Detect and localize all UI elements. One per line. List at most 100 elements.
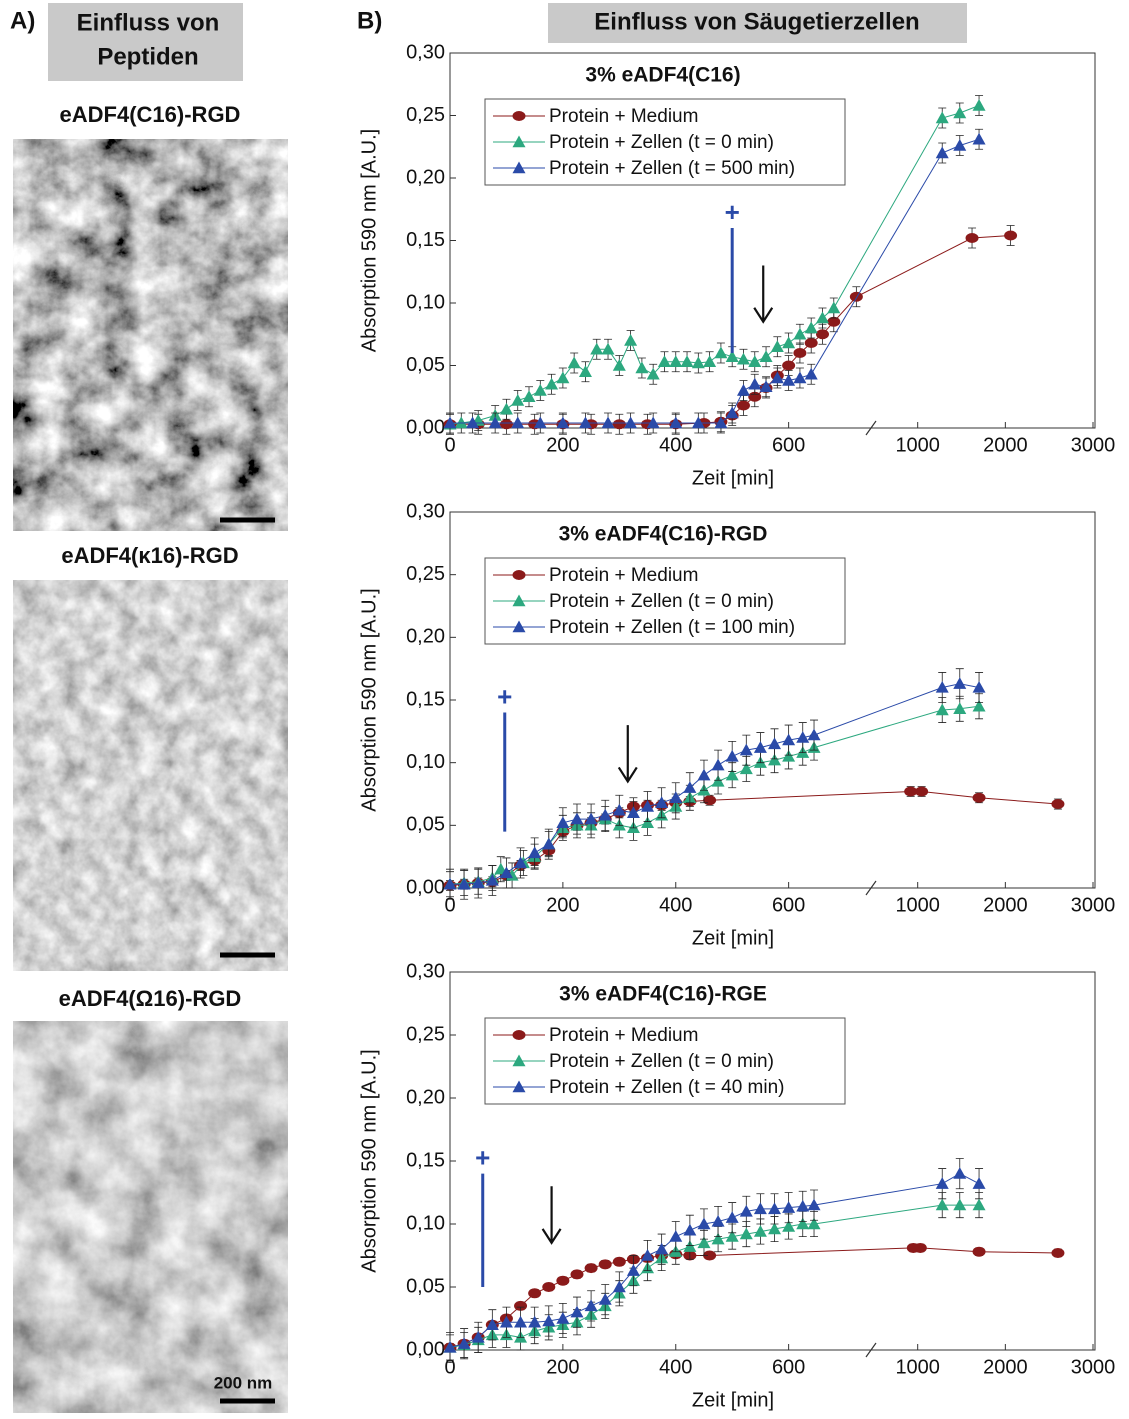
data-point bbox=[613, 359, 626, 371]
data-point bbox=[683, 781, 696, 793]
x-tick-label: 200 bbox=[546, 1356, 579, 1378]
x-tick-label: 2000 bbox=[983, 1356, 1028, 1378]
cell-addition-label: + bbox=[497, 681, 512, 711]
data-point bbox=[953, 1167, 966, 1179]
data-point bbox=[782, 337, 795, 349]
tem-image bbox=[13, 580, 288, 971]
data-point bbox=[808, 729, 821, 741]
data-point bbox=[624, 334, 637, 346]
legend-label: Protein + Zellen (t = 0 min) bbox=[549, 132, 774, 153]
data-point bbox=[599, 809, 612, 821]
x-tick-label: 600 bbox=[772, 894, 805, 916]
data-point bbox=[523, 390, 536, 402]
panel-label: A) bbox=[10, 7, 35, 34]
data-point bbox=[1051, 1248, 1064, 1258]
x-tick-label: 400 bbox=[659, 434, 692, 456]
y-tick-label: 0,15 bbox=[406, 229, 445, 251]
data-point bbox=[585, 1299, 598, 1311]
x-tick-label: 200 bbox=[546, 434, 579, 456]
y-tick-label: 0,05 bbox=[406, 354, 445, 376]
data-point bbox=[973, 1247, 986, 1257]
data-point bbox=[602, 417, 615, 429]
legend-label: Protein + Zellen (t = 0 min) bbox=[549, 1051, 774, 1072]
data-point bbox=[793, 328, 806, 340]
cell-addition-label: + bbox=[725, 197, 740, 227]
legend-label: Protein + Zellen (t = 100 min) bbox=[549, 617, 795, 638]
x-tick-label: 600 bbox=[772, 1356, 805, 1378]
y-axis-label: Absorption 590 nm [A.U.] bbox=[358, 588, 380, 811]
data-point bbox=[556, 372, 569, 384]
data-point bbox=[754, 1202, 767, 1214]
data-point bbox=[683, 1224, 696, 1236]
data-point bbox=[760, 350, 773, 362]
series-line bbox=[450, 1174, 979, 1348]
data-point bbox=[669, 1230, 682, 1242]
data-point bbox=[768, 737, 781, 749]
data-point bbox=[953, 1199, 966, 1211]
data-point bbox=[556, 1276, 569, 1286]
data-point bbox=[590, 343, 603, 355]
data-point bbox=[681, 355, 694, 367]
data-point bbox=[570, 813, 583, 825]
y-tick-label: 0,10 bbox=[406, 291, 445, 313]
legend-label: Protein + Medium bbox=[549, 106, 698, 127]
x-tick-label: 1000 bbox=[895, 434, 940, 456]
data-point bbox=[613, 1257, 626, 1267]
y-tick-label: 0,00 bbox=[406, 416, 445, 438]
data-point bbox=[782, 361, 795, 371]
data-point bbox=[754, 741, 767, 753]
heading: Einfluss von bbox=[77, 9, 220, 36]
data-point bbox=[726, 1211, 739, 1223]
data-point bbox=[805, 322, 818, 334]
data-point bbox=[556, 816, 569, 828]
data-point bbox=[514, 1316, 527, 1328]
data-point bbox=[1004, 231, 1017, 241]
image-title: eADF4(Ω16)-RGD bbox=[59, 986, 242, 1011]
data-point bbox=[703, 355, 716, 367]
y-tick-label: 0,30 bbox=[406, 960, 445, 982]
x-tick-label: 0 bbox=[444, 434, 455, 456]
data-point bbox=[669, 355, 682, 367]
y-tick-label: 0,15 bbox=[406, 1149, 445, 1171]
y-axis-label: Absorption 590 nm [A.U.] bbox=[358, 129, 380, 352]
data-point bbox=[570, 1306, 583, 1318]
data-point bbox=[500, 419, 513, 429]
x-tick-label: 400 bbox=[659, 894, 692, 916]
y-tick-label: 0,30 bbox=[406, 500, 445, 522]
data-point bbox=[542, 1282, 555, 1292]
legend-marker bbox=[513, 111, 526, 121]
y-tick-label: 0,20 bbox=[406, 166, 445, 188]
y-tick-label: 0,25 bbox=[406, 563, 445, 585]
legend-label: Protein + Zellen (t = 40 min) bbox=[549, 1077, 785, 1098]
cell-addition-label: + bbox=[475, 1142, 490, 1172]
y-tick-label: 0,25 bbox=[406, 1023, 445, 1045]
data-point bbox=[556, 1312, 569, 1324]
y-tick-label: 0,20 bbox=[406, 626, 445, 648]
image-title: eADF4(C16)-RGD bbox=[60, 102, 241, 127]
data-point bbox=[568, 357, 581, 369]
y-axis-label: Absorption 590 nm [A.U.] bbox=[358, 1049, 380, 1272]
data-point bbox=[500, 403, 513, 415]
data-point bbox=[669, 791, 682, 803]
x-tick-label: 600 bbox=[772, 434, 805, 456]
data-point bbox=[635, 362, 648, 374]
data-point bbox=[658, 355, 671, 367]
data-point bbox=[973, 793, 986, 803]
chart-title: 3% eADF4(C16)-RGE bbox=[559, 983, 767, 1006]
y-tick-label: 0,00 bbox=[406, 1338, 445, 1360]
data-point bbox=[816, 312, 829, 324]
x-tick-label: 3000 bbox=[1071, 434, 1116, 456]
data-point bbox=[579, 365, 592, 377]
data-point bbox=[655, 1243, 668, 1255]
x-tick-label: 200 bbox=[546, 894, 579, 916]
figure: A) Einfluss von Peptiden eADF4(C16)-RGD … bbox=[0, 0, 1129, 1419]
chart-title: 3% eADF4(C16)-RGD bbox=[559, 523, 768, 546]
x-tick-label: 2000 bbox=[983, 434, 1028, 456]
series-line bbox=[450, 792, 1058, 886]
legend-marker bbox=[513, 1030, 526, 1040]
arrow bbox=[754, 266, 772, 322]
data-point bbox=[748, 378, 761, 390]
data-point bbox=[714, 347, 727, 359]
data-point bbox=[936, 1177, 949, 1189]
y-tick-label: 0,10 bbox=[406, 1212, 445, 1234]
